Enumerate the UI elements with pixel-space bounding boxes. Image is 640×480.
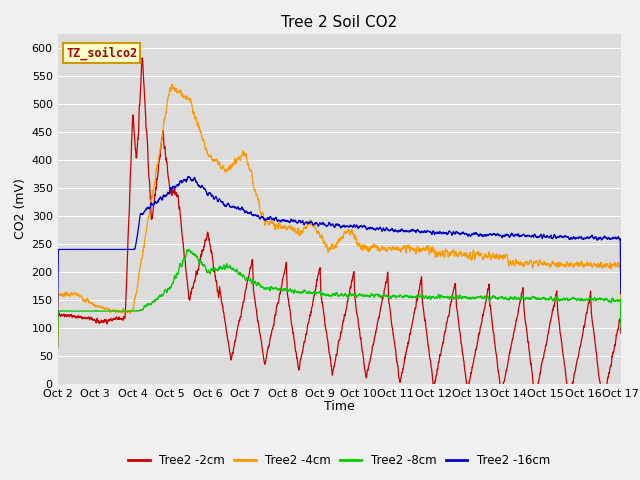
Text: TZ_soilco2: TZ_soilco2 xyxy=(66,46,138,60)
Title: Tree 2 Soil CO2: Tree 2 Soil CO2 xyxy=(281,15,397,30)
Y-axis label: CO2 (mV): CO2 (mV) xyxy=(15,179,28,239)
X-axis label: Time: Time xyxy=(324,400,355,413)
Legend: Tree2 -2cm, Tree2 -4cm, Tree2 -8cm, Tree2 -16cm: Tree2 -2cm, Tree2 -4cm, Tree2 -8cm, Tree… xyxy=(124,449,555,472)
